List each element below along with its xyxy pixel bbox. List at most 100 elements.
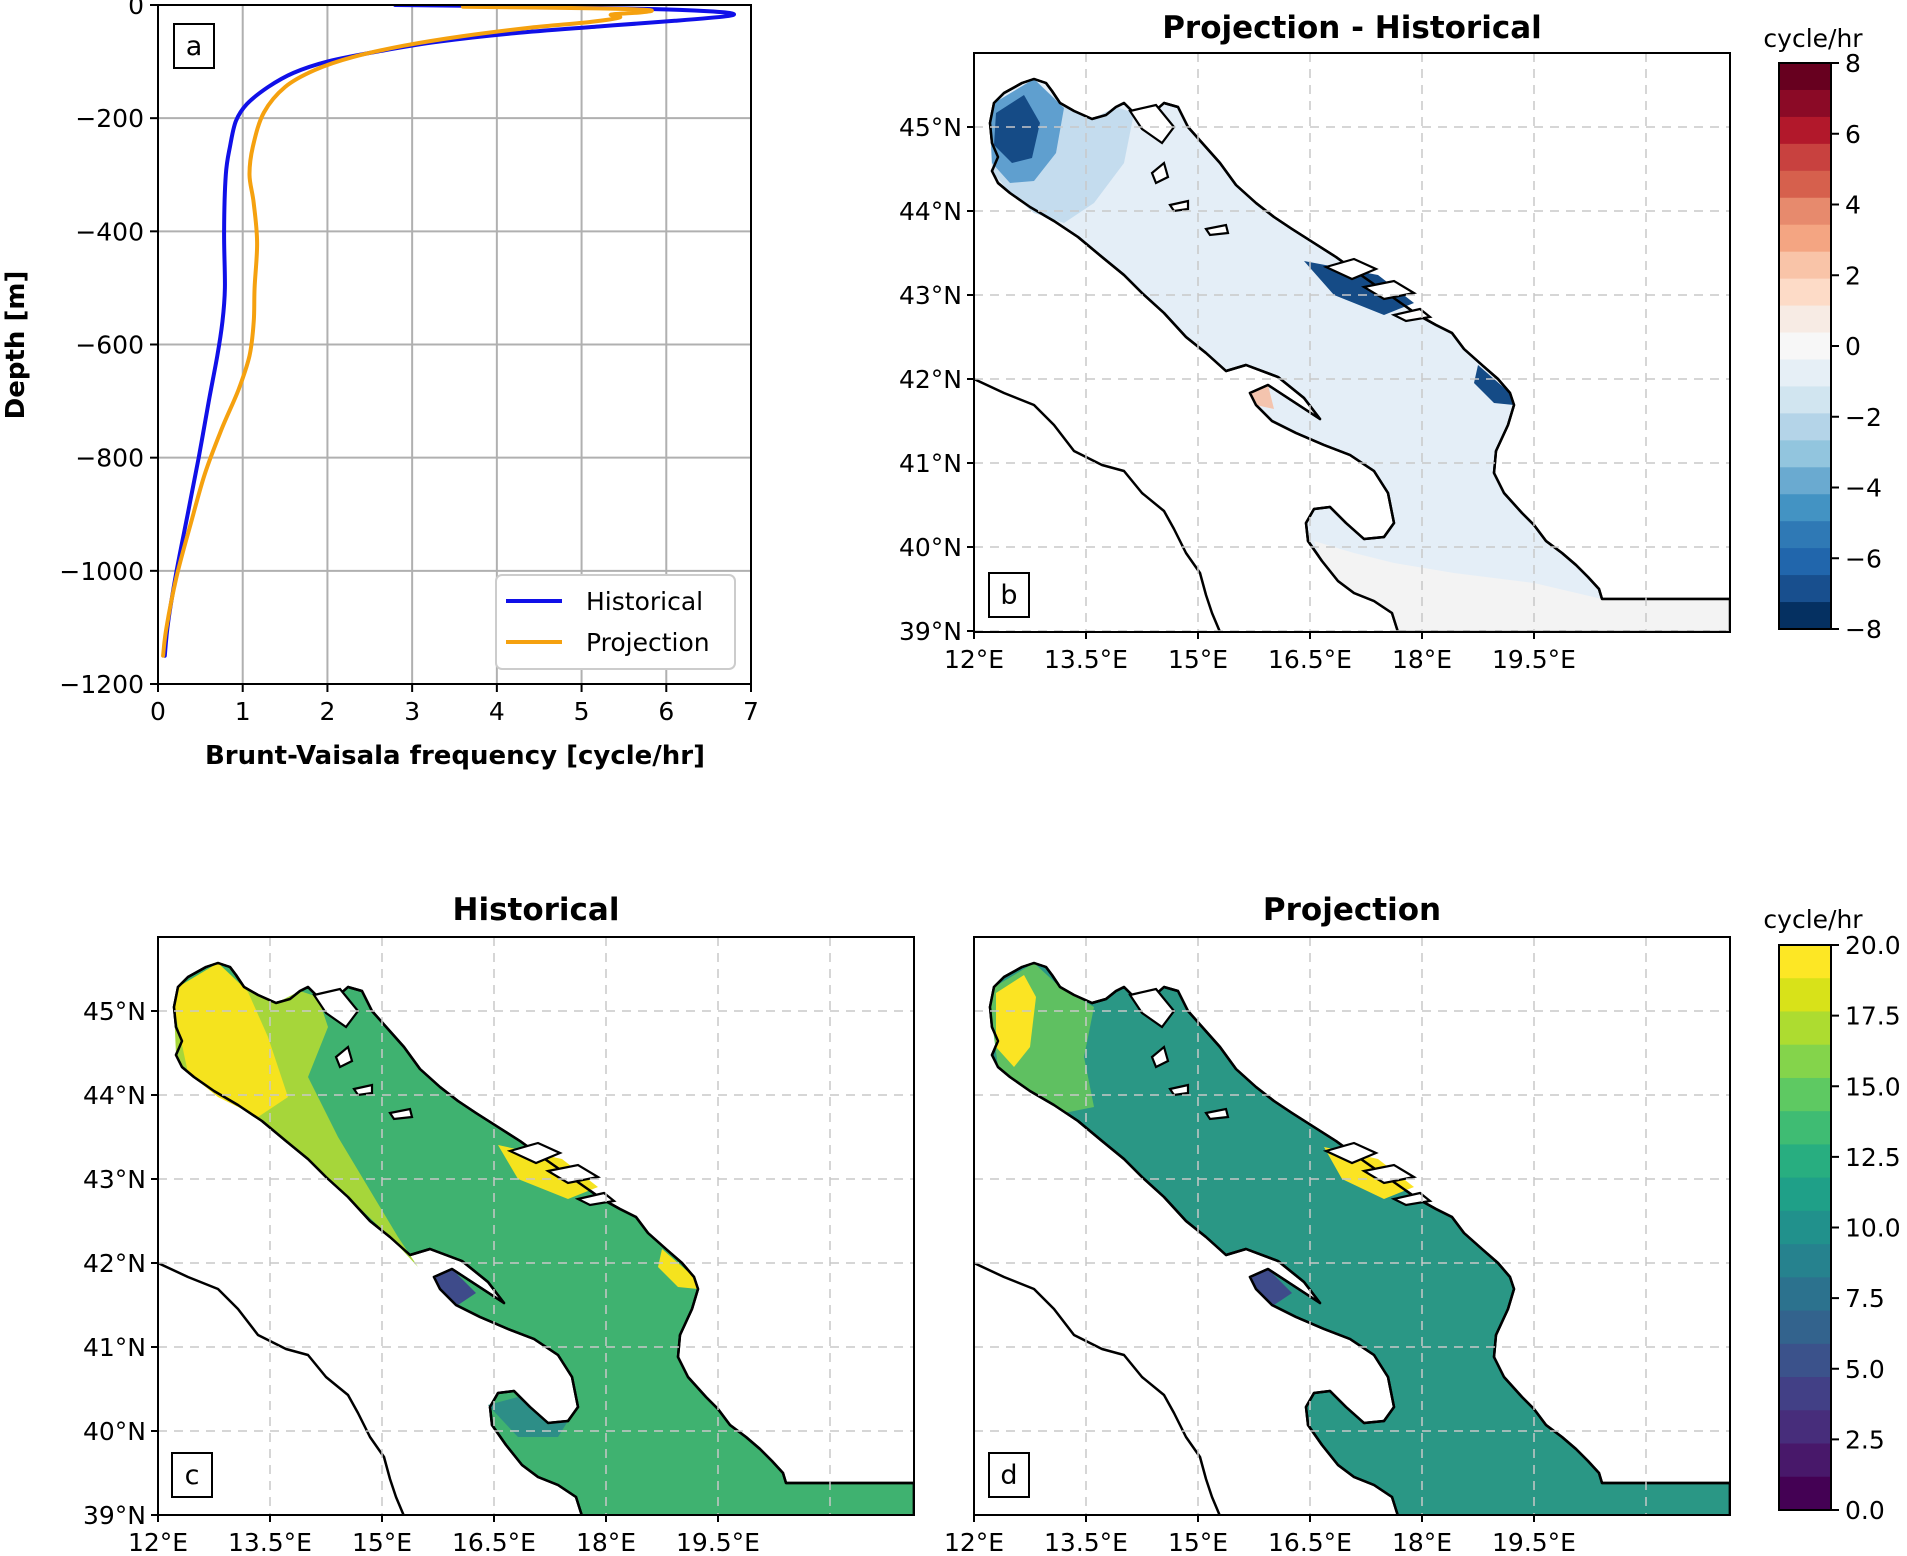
lon-tick-label: 16.5°E (1268, 645, 1352, 674)
panel-d-frame (973, 936, 1731, 1516)
lon-tick-label: 16.5°E (1268, 1528, 1352, 1556)
lat-tick-label: 45°N (83, 997, 146, 1026)
panel-a-ylabel: Depth [m] (1, 271, 31, 420)
panel-c-graticule (158, 937, 914, 1515)
adriatic-sea-field (988, 961, 1730, 1515)
series-line-historical (162, 5, 737, 658)
panel-a-xtick-label: 0 (150, 697, 166, 726)
panel-b-lon-ticks: 12°E 13.5°E 15°E 16.5°E 18°E 19.5°E (944, 632, 1576, 674)
island-shape (1390, 307, 1433, 323)
colorbar-difference-band (1779, 575, 1831, 603)
panel-a-letter: a (186, 31, 203, 62)
colorbar-frequency-band (1779, 1210, 1831, 1245)
panel-b-difference-map: Projection - Historical 12°E 13.5°E 15°E 16… (899, 10, 1731, 674)
colorbar-frequency-band (1779, 1144, 1831, 1179)
panel-a-profile: 0 1 2 3 4 5 6 7 0 −200 −400 −600 −800 −1000 −1200 Bru… (1, 0, 759, 771)
panel-c-label-box (171, 1452, 213, 1498)
colorbar-difference-tick-label: 4 (1845, 191, 1861, 220)
colorbar-frequency-band (1779, 1310, 1831, 1345)
island-shape (312, 987, 360, 1029)
panel-a-xtick-label: 6 (658, 697, 674, 726)
colorbar-difference-tick-label: 0 (1845, 332, 1861, 361)
colorbar-frequency: cycle/hr 20.0 17.5 15.0 12.5 10.0 7.5 5.0 2.5 0.… (1763, 905, 1900, 1525)
colorbar-frequency-tick-label: 12.5 (1845, 1143, 1901, 1172)
colorbar-frequency-band (1779, 1244, 1831, 1278)
field-patch (994, 95, 1040, 163)
island-shape (1168, 1083, 1190, 1097)
panel-a-xlabel: Brunt-Vaisala frequency [cycle/hr] (205, 741, 705, 771)
panel-a-ytick-label: −1200 (59, 670, 144, 699)
island-shape (1168, 199, 1190, 213)
colorbar-frequency-band (1779, 1343, 1831, 1378)
lat-tick-label: 43°N (83, 1165, 146, 1194)
island-shape (1128, 103, 1176, 145)
colorbar-frequency-band (1779, 945, 1831, 979)
lat-tick-label: 39°N (83, 1501, 146, 1530)
island-shape (1204, 223, 1230, 237)
field-patch (1250, 1269, 1292, 1305)
colorbar-frequency-band (1779, 1111, 1831, 1146)
colorbar-difference-band (1779, 251, 1831, 280)
italy-coastline (974, 377, 1222, 632)
panel-a-xtick-label: 5 (574, 697, 590, 726)
island-shape (352, 1083, 374, 1097)
lat-tick-label: 44°N (83, 1081, 146, 1110)
colorbar-frequency-band (1779, 1377, 1831, 1411)
colorbar-difference-band (1779, 143, 1831, 172)
lat-tick-label: 42°N (899, 365, 962, 394)
lon-tick-label: 18°E (1392, 645, 1452, 674)
lat-tick-label: 39°N (899, 617, 962, 646)
island-shape (506, 1141, 563, 1165)
colorbar-difference-tick-label: −8 (1845, 615, 1882, 644)
colorbar-difference-band (1779, 305, 1831, 334)
lon-tick-label: 12°E (128, 1528, 188, 1556)
colorbar-frequency-band (1779, 1443, 1831, 1478)
panel-d-projection-map: Projection 12°E 13.5°E 15°E 16.5°E 18°E 19.5°… (944, 892, 1731, 1556)
panel-d-lon-ticks: 12°E 13.5°E 15°E 16.5°E 18°E 19.5°E (944, 1515, 1576, 1556)
lon-tick-label: 13.5°E (228, 1528, 312, 1556)
lat-tick-label: 45°N (899, 113, 962, 142)
panel-a-ytick-label: −800 (75, 444, 144, 473)
colorbar-difference-band (1779, 386, 1831, 414)
panel-a-xtick-label: 2 (319, 697, 335, 726)
colorbar-frequency-band (1779, 1177, 1831, 1212)
panel-c-map-field (158, 961, 914, 1515)
island-shape (1150, 161, 1170, 185)
series-line-projection (161, 5, 654, 658)
lon-tick-label: 19.5°E (1492, 1528, 1576, 1556)
colorbar-difference-tick-label: 2 (1845, 261, 1861, 290)
island-shape (334, 1045, 354, 1069)
panel-d-graticule (974, 937, 1730, 1515)
lon-tick-label: 19.5°E (1492, 645, 1576, 674)
colorbar-difference-tick-label: 6 (1845, 120, 1861, 149)
colorbar-frequency-band (1779, 978, 1831, 1013)
colorbar-frequency-band (1779, 1277, 1831, 1312)
colorbar-difference-band (1779, 440, 1831, 468)
panel-b-label-box (988, 572, 1030, 618)
island-shape (1128, 987, 1176, 1029)
colorbar-frequency-tick-label: 2.5 (1845, 1425, 1885, 1454)
lat-tick-label: 44°N (899, 197, 962, 226)
colorbar-difference: cycle/hr 8 6 4 2 0 −2 −4 −6 −8 (1763, 24, 1881, 644)
colorbar-frequency-tick-label: 10.0 (1845, 1214, 1901, 1243)
colorbar-frequency-label: cycle/hr (1763, 905, 1863, 934)
panel-a-ytick-label: −1000 (59, 557, 144, 586)
lon-tick-label: 18°E (1392, 1528, 1452, 1556)
field-patch (1474, 365, 1514, 405)
lon-tick-label: 15°E (1168, 1528, 1228, 1556)
coastline (172, 961, 914, 1515)
colorbar-frequency-tick-label: 20.0 (1845, 931, 1901, 960)
panel-c-letter: c (185, 1460, 200, 1491)
colorbar-difference-tick-label: −2 (1845, 403, 1882, 432)
field-patch (434, 1269, 476, 1305)
panel-a-series (161, 5, 737, 658)
colorbar-difference-tick-label: −6 (1845, 544, 1882, 573)
legend-historical-label: Historical (586, 587, 703, 616)
italy-coastline (158, 1261, 405, 1515)
island-shape (574, 1191, 617, 1207)
lon-tick-label: 13.5°E (1044, 645, 1128, 674)
island-shape (1322, 257, 1379, 281)
field-patch (996, 975, 1036, 1067)
colorbar-difference-band (1779, 170, 1831, 199)
